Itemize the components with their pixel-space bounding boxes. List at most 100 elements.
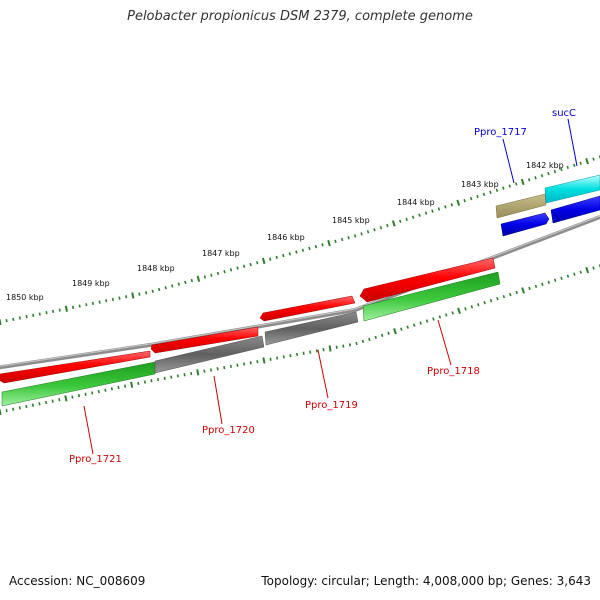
gene-feature-ppro-1720[interactable] — [150, 326, 259, 354]
inner-scale-tick-minor — [236, 363, 239, 367]
outer-scale-tick-minor — [105, 299, 108, 303]
inner-scale-tick-minor — [553, 278, 557, 282]
inner-scale-tick-minor — [276, 356, 279, 360]
inner-scale-tick-minor — [170, 375, 173, 379]
inner-scale-tick-minor — [477, 303, 480, 307]
outer-scale-tick-minor — [373, 228, 376, 232]
inner-scale-tick-minor — [368, 337, 371, 342]
scale-label-1843: 1843 kbp — [461, 180, 499, 189]
genome-summary-text: Topology: circular; Length: 4,008,000 bp… — [261, 574, 591, 588]
scale-label-1842: 1842 kbp — [526, 161, 564, 170]
inner-scale-tick-major — [262, 357, 266, 364]
inner-scale-tick-major — [64, 395, 68, 402]
inner-scale-tick-minor — [209, 368, 213, 372]
outer-scale-tick-minor — [340, 237, 344, 242]
outer-scale-tick-minor — [111, 297, 114, 302]
outer-scale-tick-minor — [592, 157, 595, 161]
outer-scale-tick-minor — [573, 163, 576, 167]
outer-scale-tick-minor — [489, 190, 492, 195]
inner-scale-tick-major — [393, 328, 397, 335]
inner-scale-tick-minor — [282, 355, 285, 359]
gene-feature-succ[interactable] — [544, 174, 600, 204]
inner-scale-tick-minor — [243, 362, 246, 366]
outer-scale-tick-minor — [366, 230, 370, 234]
outer-scale-tick-minor — [314, 244, 318, 249]
inner-scale-tick-minor — [355, 341, 358, 346]
outer-scale-tick-minor — [125, 295, 128, 299]
outer-scale-tick-minor — [540, 174, 544, 178]
outer-scale-tick-minor — [203, 275, 207, 279]
outer-scale-tick-minor — [495, 188, 499, 192]
outer-scale-tick-minor — [158, 287, 161, 292]
inner-scale-tick-minor — [216, 367, 219, 371]
outer-scale-tick-minor — [177, 282, 180, 286]
gene-feature-ppro-1719-lower[interactable] — [264, 311, 359, 346]
inner-scale-tick-minor — [566, 274, 570, 278]
outer-scale-tick-minor — [118, 296, 121, 300]
inner-scale-tick-minor — [579, 270, 582, 274]
gene-label-succ[interactable]: sucC — [552, 108, 576, 119]
gene-feature-ppro-1721-lower[interactable] — [1, 361, 156, 407]
leader-line-ppro-1718 — [437, 319, 452, 366]
inner-scale-tick-minor — [110, 387, 113, 391]
leader-line-ppro-1721 — [83, 405, 94, 455]
outer-scale-tick-major — [456, 199, 461, 206]
outer-scale-ticks — [0, 155, 600, 326]
gene-feature-ppro-1721[interactable] — [0, 350, 151, 384]
gene-label-ppro-1718[interactable]: Ppro_1718 — [427, 366, 480, 377]
inner-scale-tick-minor — [528, 286, 531, 291]
inner-scale-tick-major — [196, 369, 200, 376]
outer-scale-tick-major — [391, 220, 396, 227]
gene-feature-ppro-1719[interactable] — [259, 295, 356, 322]
gene-label-ppro-1717[interactable]: Ppro_1717 — [474, 127, 527, 138]
inner-scale-tick-minor — [515, 290, 518, 295]
outer-scale-tick-major — [520, 178, 525, 186]
inner-scale-tick-minor — [38, 402, 41, 406]
leader-line-succ — [567, 118, 578, 167]
gene-feature-ppro-1718-lower[interactable] — [362, 271, 501, 322]
outer-scale-tick-minor — [78, 304, 81, 308]
inner-scale-tick-minor — [269, 357, 272, 361]
inner-scale-tick-minor — [150, 379, 153, 383]
inner-scale-tick-minor — [12, 407, 15, 411]
inner-scale-tick-minor — [470, 305, 474, 309]
gene-feature-succ-lower[interactable] — [550, 195, 600, 224]
inner-scale-tick-minor — [51, 399, 54, 403]
outer-scale-tick-major — [131, 292, 135, 299]
outer-scale-tick-minor — [288, 252, 291, 256]
outer-scale-tick-minor — [508, 184, 511, 188]
inner-scale-tick-minor — [302, 351, 305, 355]
gene-feature-ppro-1717[interactable] — [495, 193, 547, 219]
gene-label-ppro-1721[interactable]: Ppro_1721 — [69, 454, 122, 465]
inner-scale-tick-minor — [157, 377, 160, 382]
map-title: Pelobacter propionicus DSM 2379, complet… — [127, 9, 473, 24]
inner-scale-tick-minor — [406, 325, 409, 329]
outer-scale-tick-minor — [476, 194, 479, 199]
inner-scale-tick-minor — [256, 360, 259, 364]
scale-label-1846: 1846 kbp — [267, 233, 305, 242]
outer-scale-tick-minor — [210, 273, 213, 277]
outer-scale-tick-major — [585, 157, 589, 165]
inner-scale-tick-major — [328, 345, 332, 352]
inner-scale-tick-minor — [176, 374, 179, 378]
gene-feature-ppro-1718[interactable] — [359, 257, 496, 303]
inner-scale-tick-minor — [483, 301, 486, 305]
inner-scale-tick-minor — [45, 400, 48, 405]
inner-scale-tick-minor — [203, 369, 206, 373]
outer-scale-tick-minor — [242, 264, 246, 268]
inner-scale-tick-minor — [223, 365, 226, 370]
gene-label-ppro-1720[interactable]: Ppro_1720 — [202, 425, 255, 436]
gene-feature-ppro-1720-lower[interactable] — [154, 335, 265, 374]
outer-scale-tick-minor — [379, 225, 383, 230]
gene-label-ppro-1719[interactable]: Ppro_1719 — [305, 400, 358, 411]
outer-scale-tick-minor — [138, 292, 141, 296]
inner-scale-tick-minor — [229, 364, 232, 369]
gene-feature-ppro-1717-lower[interactable] — [500, 212, 550, 237]
outer-scale-tick-minor — [469, 196, 473, 201]
inner-scale-tick-minor — [432, 317, 435, 321]
inner-scale-tick-minor — [592, 266, 595, 270]
inner-scale-tick-minor — [342, 344, 345, 348]
outer-scale-tick-minor — [71, 305, 75, 310]
inner-scale-tick-minor — [183, 373, 186, 377]
inner-scale-tick-major — [457, 307, 461, 315]
